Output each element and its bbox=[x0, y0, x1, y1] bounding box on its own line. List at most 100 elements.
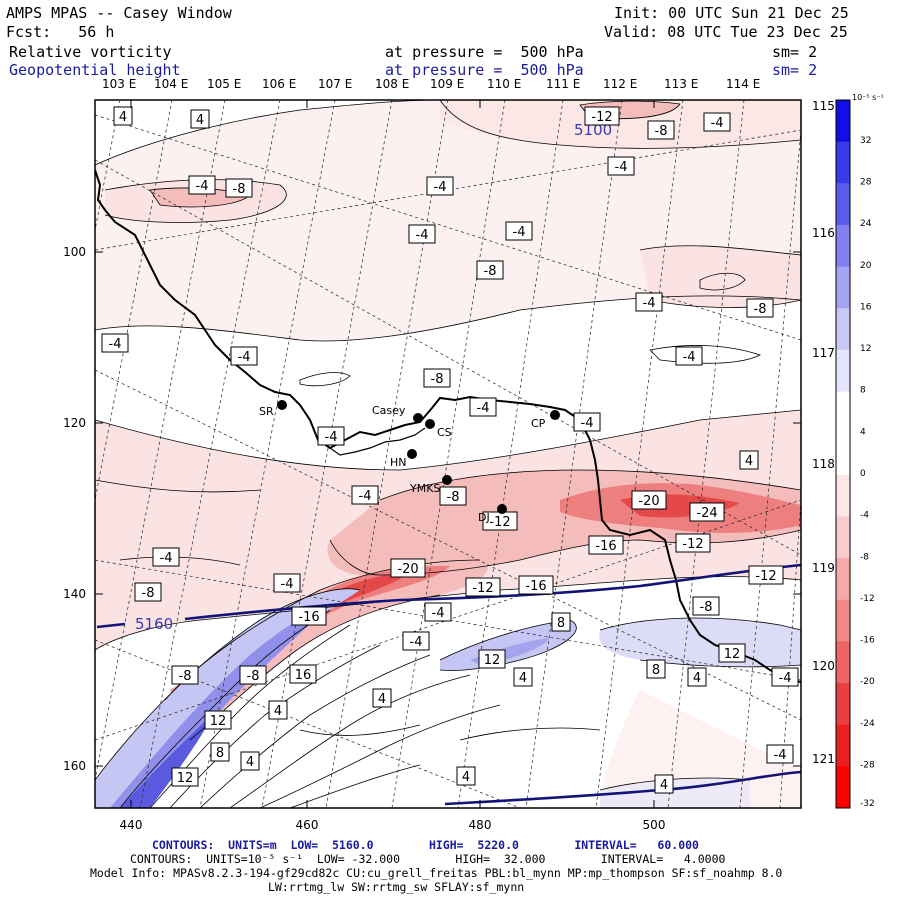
station-marker[interactable] bbox=[407, 449, 417, 459]
svg-text:-8: -8 bbox=[655, 124, 668, 139]
contour-label: -4 bbox=[408, 224, 436, 244]
contour-label: -16 bbox=[588, 535, 624, 555]
height-contour-5100 bbox=[444, 770, 802, 806]
valid-time: Valid: 08 UTC Tue 23 Dec 25 bbox=[604, 23, 848, 41]
vorticity-fill-positive bbox=[95, 588, 801, 808]
svg-text:-4: -4 bbox=[774, 748, 787, 763]
contour-label: 4 bbox=[190, 109, 210, 129]
colorbar-tick-label: 24 bbox=[860, 219, 872, 229]
colorbar-swatch bbox=[836, 308, 850, 351]
colorbar-swatch bbox=[836, 141, 850, 184]
contour-label: -4 bbox=[317, 426, 345, 446]
contour-label: -8 bbox=[746, 298, 774, 318]
svg-text:-8: -8 bbox=[484, 264, 497, 279]
colorbar-swatch bbox=[836, 183, 850, 226]
svg-text:-4: -4 bbox=[477, 401, 490, 416]
colorbar-swatch bbox=[836, 474, 850, 517]
svg-text:-4: -4 bbox=[711, 116, 724, 131]
colorbar-swatch bbox=[836, 224, 850, 268]
field1-level: at pressure = 500 hPa bbox=[385, 43, 584, 61]
svg-text:4: 4 bbox=[462, 770, 470, 785]
svg-text:-16: -16 bbox=[298, 610, 319, 625]
svg-text:-4: -4 bbox=[432, 606, 445, 621]
svg-text:-4: -4 bbox=[109, 337, 122, 352]
contour-label: -16 bbox=[518, 575, 554, 595]
contour-label: -4 bbox=[402, 631, 430, 651]
contour-label: 4 bbox=[113, 106, 133, 126]
station-marker[interactable] bbox=[413, 413, 423, 423]
svg-text:-24: -24 bbox=[696, 506, 717, 521]
svg-text:-4: -4 bbox=[238, 350, 251, 365]
svg-text:-4: -4 bbox=[683, 350, 696, 365]
station-marker[interactable] bbox=[442, 475, 452, 485]
contour-label: -4 bbox=[607, 156, 635, 176]
field1-name: Relative vorticity bbox=[9, 43, 172, 61]
contour-label: 4 bbox=[739, 450, 759, 470]
contour-label: 4 bbox=[513, 667, 533, 687]
station-marker[interactable] bbox=[497, 504, 507, 514]
colorbar-tick-label: -28 bbox=[860, 761, 875, 771]
top-lon-label: 110 E bbox=[487, 77, 522, 91]
top-lon-label: 109 E bbox=[430, 77, 465, 91]
svg-text:-12: -12 bbox=[755, 569, 776, 584]
contour-label: -4 bbox=[469, 397, 497, 417]
contour-label: -4 bbox=[230, 346, 258, 366]
contour-label: -4 bbox=[424, 602, 452, 622]
station-marker[interactable] bbox=[550, 410, 560, 420]
y-tick-label: 120 bbox=[63, 416, 86, 430]
svg-text:4: 4 bbox=[660, 778, 668, 793]
contour-label: 8 bbox=[210, 742, 230, 762]
station-label: CS bbox=[437, 426, 452, 439]
colorbar-tick-label: -8 bbox=[860, 552, 869, 562]
station-label: CP bbox=[531, 417, 546, 430]
top-lon-label: 104 E bbox=[154, 77, 189, 91]
contour-label: 4 bbox=[654, 774, 674, 794]
contour-label: 8 bbox=[646, 659, 666, 679]
svg-text:-4: -4 bbox=[615, 160, 628, 175]
top-lon-label: 105 E bbox=[207, 77, 242, 91]
field2-smooth: sm= 2 bbox=[772, 61, 818, 79]
svg-text:-12: -12 bbox=[682, 537, 703, 552]
svg-text:-8: -8 bbox=[700, 600, 713, 615]
colorbar-tick-label: 8 bbox=[860, 386, 866, 396]
top-lon-label: 108 E bbox=[375, 77, 410, 91]
x-tick-label: 460 bbox=[296, 818, 319, 832]
svg-text:-8: -8 bbox=[754, 302, 767, 317]
height-label-5160: 5160 bbox=[135, 615, 173, 633]
footer-vorticity-contours: CONTOURS: UNITS=10⁻⁵ s⁻¹ LOW= -32.000 HI… bbox=[130, 852, 726, 866]
x-axis bbox=[130, 100, 655, 808]
stations: SR Casey CS HN YMKS DJ CP bbox=[259, 400, 560, 524]
contour-label: -16 bbox=[291, 606, 327, 626]
colorbar-swatch bbox=[836, 349, 850, 393]
svg-text:12: 12 bbox=[484, 653, 501, 668]
colorbar-swatch bbox=[836, 641, 850, 684]
x-tick-label: 500 bbox=[643, 818, 666, 832]
colorbar-tick-label: 16 bbox=[860, 302, 872, 312]
geopotential-contours bbox=[96, 563, 802, 806]
svg-text:-4: -4 bbox=[410, 635, 423, 650]
svg-text:-8: -8 bbox=[431, 372, 444, 387]
field1-smooth: sm= 2 bbox=[772, 43, 818, 61]
contour-label: -4 bbox=[351, 485, 379, 505]
contour-label: -4 bbox=[675, 346, 703, 366]
station-marker[interactable] bbox=[425, 419, 435, 429]
contour-label: 16 bbox=[289, 664, 317, 684]
colorbar-swatch bbox=[836, 100, 850, 143]
contour-label: 4 bbox=[240, 751, 260, 771]
svg-text:-4: -4 bbox=[416, 228, 429, 243]
svg-text:-4: -4 bbox=[513, 225, 526, 240]
contour-label: 12 bbox=[171, 767, 199, 787]
svg-text:-4: -4 bbox=[779, 671, 792, 686]
y-tick-label: 100 bbox=[63, 245, 86, 259]
svg-text:-4: -4 bbox=[434, 180, 447, 195]
colorbar-tick-label: 12 bbox=[860, 344, 871, 354]
svg-text:-4: -4 bbox=[160, 551, 173, 566]
station-marker[interactable] bbox=[277, 400, 287, 410]
footer-model-info: Model Info: MPASv8.2.3-194-gf29cd82c CU:… bbox=[90, 866, 783, 880]
contour-label: -8 bbox=[647, 120, 675, 140]
colorbar-swatch bbox=[836, 433, 850, 476]
colorbar-swatch bbox=[836, 766, 850, 809]
contour-label: -12 bbox=[584, 106, 620, 126]
svg-text:4: 4 bbox=[693, 671, 701, 686]
x-tick-label: 480 bbox=[469, 818, 492, 832]
